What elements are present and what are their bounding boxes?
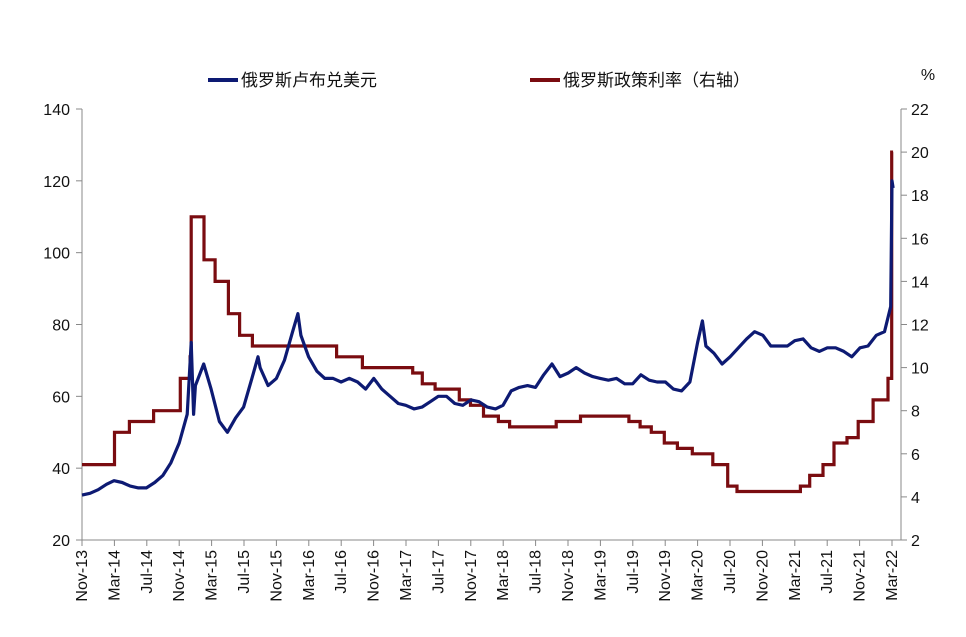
left-tick-label: 100	[43, 246, 70, 263]
x-tick-label: Jul-19	[625, 550, 642, 594]
legend-label-rub: 俄罗斯卢布兑美元	[241, 71, 377, 91]
x-tick-label: Nov-16	[366, 550, 383, 602]
x-tick-label: Nov-17	[463, 550, 480, 602]
series-line-rate	[82, 150, 894, 494]
x-tick-label: Jul-20	[722, 550, 739, 594]
x-tick-label: Jul-17	[430, 550, 447, 594]
left-tick-label: 80	[52, 318, 70, 335]
x-tick-label: Jul-14	[139, 550, 156, 594]
x-tick-label: Mar-18	[495, 550, 512, 601]
right-tick-label: 2	[911, 533, 920, 550]
left-axis-ticks: 20 40 60 80 100 120 140	[43, 102, 82, 550]
series-line-rub	[81, 179, 895, 497]
left-tick-label: 120	[43, 174, 70, 191]
x-tick-label: Nov-14	[171, 550, 188, 602]
x-tick-label: Nov-21	[852, 550, 869, 602]
x-tick-label: Nov-18	[560, 550, 577, 602]
x-tick-label: Mar-21	[787, 550, 804, 601]
x-tick-label: Mar-14	[106, 550, 123, 601]
x-tick-label: Nov-13	[74, 550, 91, 602]
right-axis-unit: %	[921, 67, 935, 84]
x-tick-label: Mar-22	[884, 550, 901, 601]
right-tick-label: 6	[911, 447, 920, 464]
left-tick-label: 140	[43, 102, 70, 119]
right-tick-label: 16	[911, 231, 929, 248]
left-tick-label: 20	[52, 533, 70, 550]
legend-label-rate: 俄罗斯政策利率（右轴）	[563, 71, 750, 91]
right-axis-ticks: 2 4 6 8 10 12 14 16 18 20 22	[901, 102, 929, 550]
right-tick-label: 12	[911, 318, 929, 335]
x-axis-ticks: Nov-13 Mar-14 Jul-14 Nov-14 Mar-15 Jul-15 Nov-…	[74, 540, 901, 602]
x-tick-label: Jul-18	[528, 550, 545, 594]
left-tick-label: 60	[52, 389, 70, 406]
x-tick-label: Mar-16	[301, 550, 318, 601]
x-tick-label: Mar-15	[204, 550, 221, 601]
right-tick-label: 4	[911, 490, 920, 507]
x-tick-label: Nov-20	[754, 550, 771, 602]
x-tick-label: Nov-19	[657, 550, 674, 602]
x-tick-label: Mar-20	[690, 550, 707, 601]
right-tick-label: 10	[911, 361, 929, 378]
x-tick-label: Jul-15	[236, 550, 253, 594]
right-tick-label: 18	[911, 188, 929, 205]
right-tick-label: 20	[911, 145, 929, 162]
right-tick-label: 14	[911, 274, 929, 291]
x-tick-label: Nov-15	[268, 550, 285, 602]
legend: 俄罗斯卢布兑美元 俄罗斯政策利率（右轴）	[208, 71, 750, 91]
right-tick-label: 8	[911, 404, 920, 421]
left-tick-label: 40	[52, 461, 70, 478]
x-tick-label: Mar-17	[398, 550, 415, 601]
right-tick-label: 22	[911, 102, 929, 119]
x-tick-label: Mar-19	[592, 550, 609, 601]
x-tick-label: Jul-16	[333, 550, 350, 594]
x-tick-label: Jul-21	[819, 550, 836, 594]
